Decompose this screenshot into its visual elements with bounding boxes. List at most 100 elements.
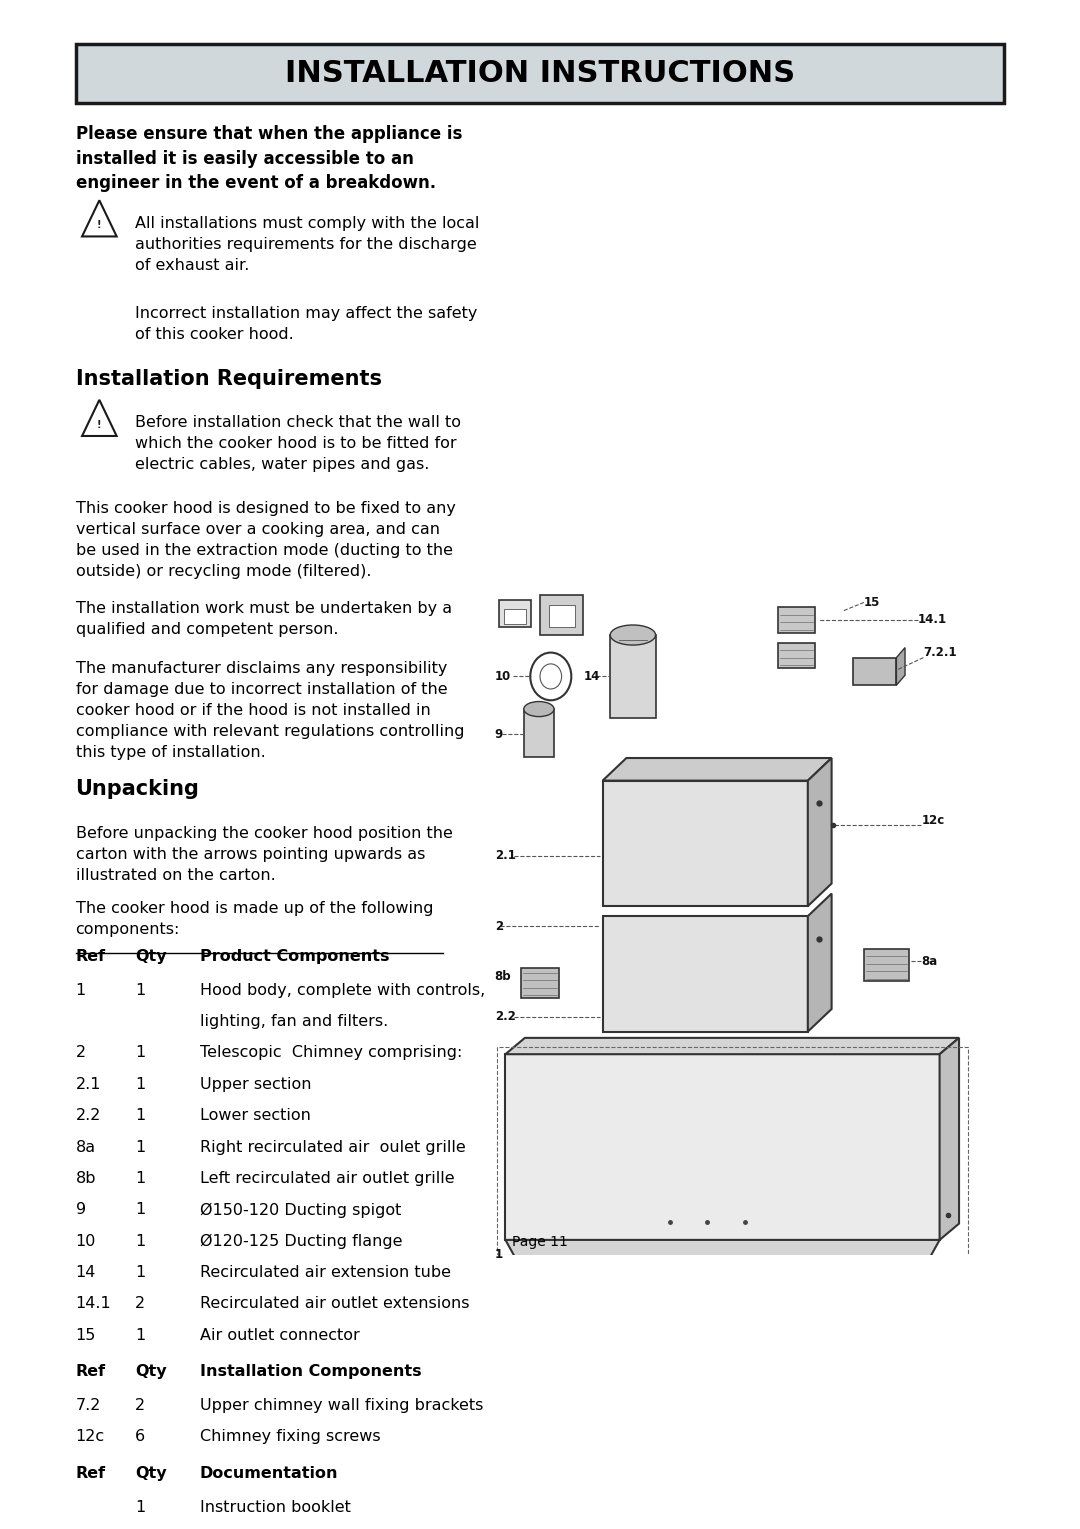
Text: Documentation: Documentation bbox=[200, 1466, 338, 1480]
FancyBboxPatch shape bbox=[76, 44, 1004, 102]
Text: Qty: Qty bbox=[135, 1364, 166, 1379]
Text: 1: 1 bbox=[135, 1171, 145, 1187]
Text: 2: 2 bbox=[135, 1297, 145, 1312]
Text: 2: 2 bbox=[495, 919, 503, 933]
Text: This cooker hood is designed to be fixed to any
vertical surface over a cooking : This cooker hood is designed to be fixed… bbox=[76, 500, 456, 579]
Text: 9: 9 bbox=[76, 1202, 85, 1217]
Text: Installation Components: Installation Components bbox=[200, 1364, 421, 1379]
FancyBboxPatch shape bbox=[524, 709, 554, 757]
Text: 2: 2 bbox=[135, 1398, 145, 1413]
Text: 6: 6 bbox=[135, 1430, 145, 1445]
Polygon shape bbox=[940, 1038, 959, 1240]
Bar bbox=[853, 657, 896, 685]
Text: 1: 1 bbox=[135, 983, 145, 997]
Polygon shape bbox=[808, 893, 832, 1032]
Text: 1: 1 bbox=[135, 1264, 145, 1280]
FancyBboxPatch shape bbox=[504, 609, 526, 624]
Text: 15: 15 bbox=[864, 596, 880, 609]
FancyBboxPatch shape bbox=[778, 642, 815, 668]
Text: Page 11: Page 11 bbox=[512, 1235, 568, 1249]
Text: 1: 1 bbox=[135, 1076, 145, 1092]
Text: Before installation check that the wall to
which the cooker hood is to be fitted: Before installation check that the wall … bbox=[135, 416, 461, 472]
Text: Left recirculated air outlet grille: Left recirculated air outlet grille bbox=[200, 1171, 455, 1187]
FancyBboxPatch shape bbox=[610, 635, 656, 717]
Text: Incorrect installation may affect the safety
of this cooker hood.: Incorrect installation may affect the sa… bbox=[135, 306, 477, 342]
Text: Qty: Qty bbox=[135, 1466, 166, 1480]
FancyBboxPatch shape bbox=[549, 605, 575, 627]
Text: 2.2: 2.2 bbox=[76, 1109, 100, 1124]
Text: Ref: Ref bbox=[76, 1466, 106, 1480]
Text: 10: 10 bbox=[76, 1234, 96, 1249]
Text: 8b: 8b bbox=[76, 1171, 96, 1187]
Text: Instruction booklet: Instruction booklet bbox=[200, 1500, 351, 1515]
Text: 1: 1 bbox=[135, 1327, 145, 1342]
Text: Upper section: Upper section bbox=[200, 1076, 311, 1092]
FancyBboxPatch shape bbox=[540, 595, 583, 635]
Text: Ref: Ref bbox=[76, 950, 106, 963]
Text: The cooker hood is made up of the following
components:: The cooker hood is made up of the follow… bbox=[76, 901, 433, 937]
Text: Air outlet connector: Air outlet connector bbox=[200, 1327, 360, 1342]
Text: Product Components: Product Components bbox=[200, 950, 389, 963]
Ellipse shape bbox=[610, 625, 656, 645]
Text: Recirculated air outlet extensions: Recirculated air outlet extensions bbox=[200, 1297, 470, 1312]
FancyBboxPatch shape bbox=[778, 607, 815, 633]
Text: Right recirculated air  oulet grille: Right recirculated air oulet grille bbox=[200, 1139, 465, 1154]
Text: 1: 1 bbox=[135, 1109, 145, 1124]
Ellipse shape bbox=[524, 702, 554, 717]
Polygon shape bbox=[505, 1038, 959, 1053]
Text: 14.1: 14.1 bbox=[76, 1297, 111, 1312]
Text: 7.2.1: 7.2.1 bbox=[923, 647, 957, 659]
Polygon shape bbox=[808, 758, 832, 907]
Text: Qty: Qty bbox=[135, 950, 166, 963]
Text: 12c: 12c bbox=[921, 815, 945, 827]
Text: 1: 1 bbox=[135, 1202, 145, 1217]
Text: 1: 1 bbox=[76, 983, 85, 997]
Text: 9: 9 bbox=[495, 728, 503, 740]
Text: Please ensure that when the appliance is
installed it is easily accessible to an: Please ensure that when the appliance is… bbox=[76, 125, 462, 193]
Text: 15: 15 bbox=[76, 1327, 96, 1342]
Text: 2.1: 2.1 bbox=[495, 850, 515, 862]
Text: 1: 1 bbox=[135, 1046, 145, 1061]
Text: Ref: Ref bbox=[76, 1364, 106, 1379]
Text: 1: 1 bbox=[135, 1139, 145, 1154]
Polygon shape bbox=[603, 758, 832, 781]
Text: 8a: 8a bbox=[76, 1139, 96, 1154]
Text: The installation work must be undertaken by a
qualified and competent person.: The installation work must be undertaken… bbox=[76, 601, 451, 638]
Text: 14: 14 bbox=[583, 670, 599, 683]
Bar bbox=[497, 1047, 968, 1283]
Text: 10: 10 bbox=[495, 670, 511, 683]
Text: All installations must comply with the local
authorities requirements for the di: All installations must comply with the l… bbox=[135, 216, 480, 272]
Text: 2.1: 2.1 bbox=[76, 1076, 102, 1092]
Text: 8b: 8b bbox=[495, 969, 511, 983]
Text: Installation Requirements: Installation Requirements bbox=[76, 368, 381, 388]
Text: 2.2: 2.2 bbox=[495, 1011, 515, 1023]
Text: 12c: 12c bbox=[76, 1430, 105, 1445]
FancyBboxPatch shape bbox=[499, 599, 531, 627]
Bar bbox=[864, 950, 909, 982]
Text: Lower section: Lower section bbox=[200, 1109, 311, 1124]
Text: 1: 1 bbox=[135, 1234, 145, 1249]
Text: Ø150-120 Ducting spigot: Ø150-120 Ducting spigot bbox=[200, 1202, 401, 1217]
Text: 1: 1 bbox=[135, 1500, 145, 1515]
Polygon shape bbox=[505, 1240, 940, 1275]
Text: Recirculated air extension tube: Recirculated air extension tube bbox=[200, 1264, 450, 1280]
Text: Before unpacking the cooker hood position the
carton with the arrows pointing up: Before unpacking the cooker hood positio… bbox=[76, 826, 453, 882]
Text: Telescopic  Chimney comprising:: Telescopic Chimney comprising: bbox=[200, 1046, 462, 1061]
Text: Hood body, complete with controls,: Hood body, complete with controls, bbox=[200, 983, 485, 997]
Bar bbox=[603, 916, 808, 1032]
Bar bbox=[521, 968, 559, 998]
Text: Unpacking: Unpacking bbox=[76, 780, 200, 800]
Text: INSTALLATION INSTRUCTIONS: INSTALLATION INSTRUCTIONS bbox=[285, 60, 795, 87]
Text: lighting, fan and filters.: lighting, fan and filters. bbox=[200, 1014, 388, 1029]
Text: 1: 1 bbox=[495, 1249, 503, 1261]
Text: 7.2: 7.2 bbox=[76, 1398, 100, 1413]
Text: The manufacturer disclaims any responsibility
for damage due to incorrect instal: The manufacturer disclaims any responsib… bbox=[76, 662, 464, 760]
Text: Ø120-125 Ducting flange: Ø120-125 Ducting flange bbox=[200, 1234, 402, 1249]
Text: 8a: 8a bbox=[921, 954, 937, 968]
Text: !: ! bbox=[97, 420, 102, 430]
Bar bbox=[603, 781, 808, 907]
Text: !: ! bbox=[97, 220, 102, 231]
Text: 14: 14 bbox=[76, 1264, 96, 1280]
Polygon shape bbox=[896, 648, 905, 685]
Text: 14.1: 14.1 bbox=[918, 613, 947, 627]
